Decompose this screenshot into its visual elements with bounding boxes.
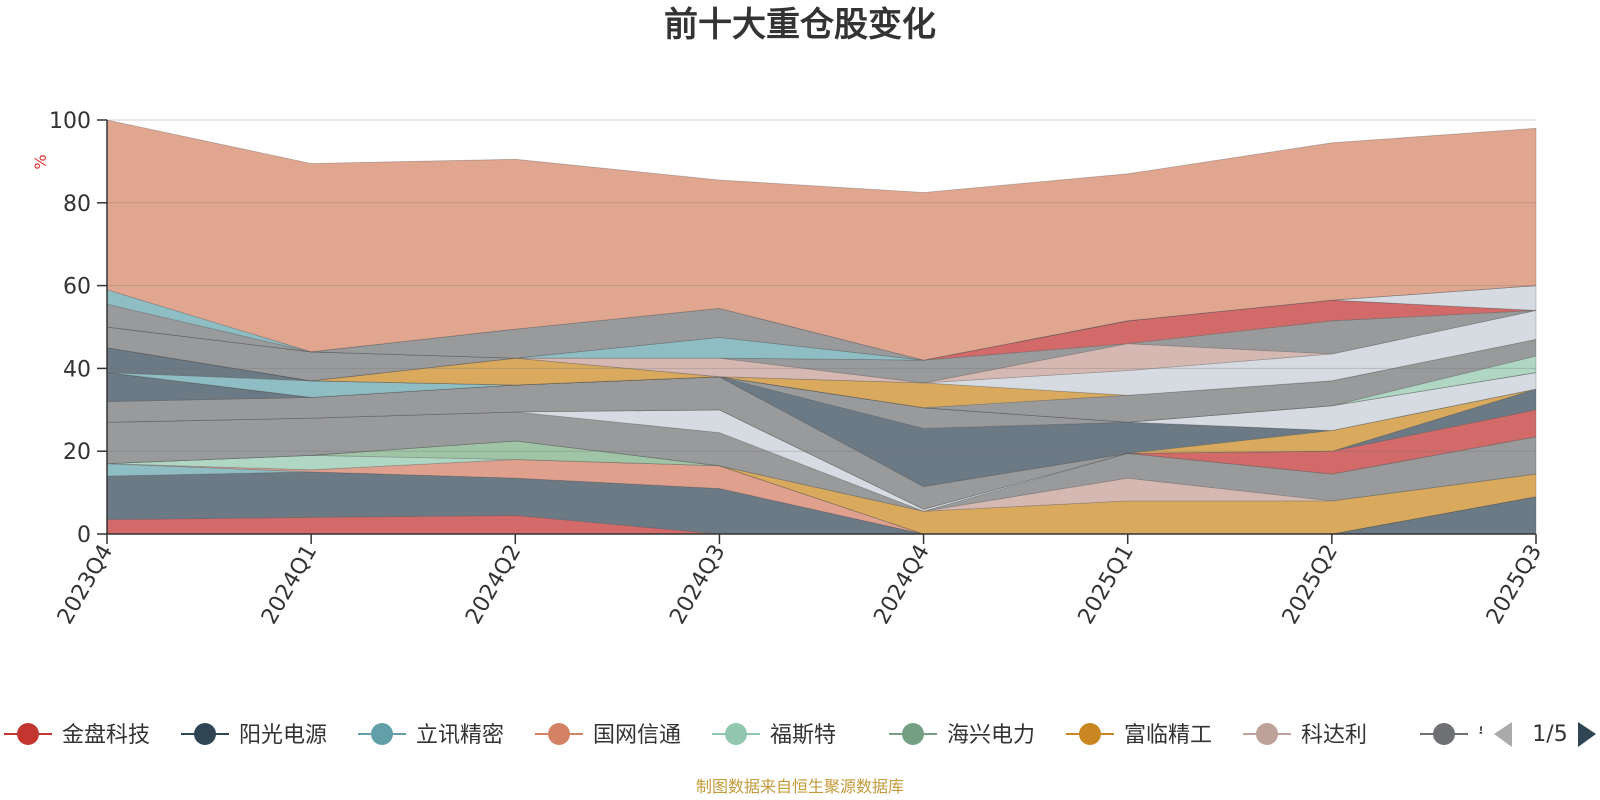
- y-tick-label: 0: [77, 523, 91, 548]
- x-tick-label: 2025Q2: [1278, 541, 1343, 629]
- legend-pager: 1/5: [1494, 722, 1596, 747]
- legend-item[interactable]: 海兴电力: [889, 723, 1035, 748]
- x-tick-label: 2024Q1: [257, 541, 322, 629]
- area-series-11: [106, 409, 1537, 510]
- y-tick-label: 100: [49, 109, 91, 134]
- legend-circle-icon: [371, 723, 393, 745]
- legend-circle-icon: [902, 723, 924, 745]
- legend-item-label: 金盘科技: [62, 723, 150, 748]
- legend-item-label: 阳光电源: [239, 723, 327, 748]
- y-tick-label: 60: [63, 275, 91, 300]
- legend-prev-page-icon[interactable]: [1494, 722, 1512, 747]
- gridlines: [107, 119, 1536, 452]
- legend-next-page-icon[interactable]: [1578, 722, 1596, 747]
- area-series-12: [106, 388, 1537, 510]
- area-series-group: [106, 119, 1537, 535]
- legend-item-label: 海兴电力: [947, 723, 1035, 748]
- y-tick-label: 20: [63, 440, 91, 465]
- legend-circle-icon: [548, 723, 570, 745]
- x-tick-label: 2024Q4: [869, 541, 934, 629]
- legend-item[interactable]: 金盘科技: [4, 723, 150, 748]
- legend-circle-icon: [1079, 723, 1101, 745]
- legend-circle-icon: [1256, 723, 1278, 745]
- legend-item[interactable]: 科达利: [1243, 723, 1367, 748]
- x-tick-label: 2025Q1: [1074, 541, 1139, 629]
- x-tick-label: 2024Q3: [665, 541, 730, 629]
- legend-item[interactable]: 宁德时代: [1420, 723, 1566, 748]
- legend-item[interactable]: 立讯精密: [358, 723, 504, 748]
- area-series-9: [106, 411, 1537, 512]
- y-tick-label: 80: [63, 192, 91, 217]
- legend-item-label: 宁德时代: [1478, 723, 1566, 748]
- area-series-31: [106, 119, 1537, 361]
- y-tick-label: 40: [63, 357, 91, 382]
- legend-item-label: 科达利: [1301, 723, 1367, 748]
- legend-circle-icon: [194, 723, 216, 745]
- x-tick-label: 2023Q4: [53, 541, 118, 629]
- data-source-note: 制图数据来自恒生聚源数据库: [696, 777, 904, 796]
- x-tick-label: 2025Q3: [1482, 541, 1547, 629]
- legend-item[interactable]: 福斯特: [712, 723, 836, 748]
- legend-item[interactable]: 阳光电源: [181, 723, 327, 748]
- legend-item-label: 富临精工: [1124, 723, 1212, 748]
- legend-item[interactable]: 国网信通: [535, 723, 681, 748]
- legend-page-indicator: 1/5: [1532, 722, 1567, 747]
- legend-item-label: 立讯精密: [416, 723, 504, 748]
- legend-item-label: 国网信通: [593, 723, 681, 748]
- y-axis-unit-label: %: [31, 154, 50, 169]
- legend-circle-icon: [725, 723, 747, 745]
- legend: 金盘科技 阳光电源 立讯精密 国网信通 福斯特 海兴电力 富临精工 科达利 宁德时代: [4, 723, 1566, 748]
- legend-circle-icon: [17, 723, 39, 745]
- legend-item-label: 福斯特: [770, 723, 836, 748]
- x-tick-label: 2024Q2: [461, 541, 526, 629]
- legend-circle-icon: [1433, 723, 1455, 745]
- chart-title: 前十大重仓股变化: [664, 5, 936, 45]
- legend-item[interactable]: 富临精工: [1066, 723, 1212, 748]
